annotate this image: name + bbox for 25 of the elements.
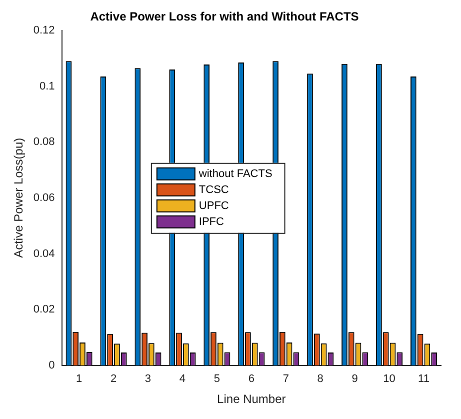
y-tick-label: 0.04	[33, 248, 55, 260]
x-tick-label: 2	[110, 373, 117, 386]
x-tick-label: 1	[76, 373, 82, 386]
y-tick-label: 0	[48, 359, 55, 372]
y-tick-label: 0.12	[33, 24, 55, 36]
x-tick-label: 3	[144, 373, 152, 386]
chart-title: Active Power Loss for with and Without FACTS	[90, 10, 359, 24]
y-tick-label: 0.06	[33, 192, 55, 204]
y-tick-label: 0.1	[40, 80, 55, 92]
y-tick-label: 0.02	[33, 304, 55, 316]
legend-label: TCSC	[198, 184, 229, 196]
x-tick-label: 4	[179, 373, 186, 386]
x-tick-label: 10	[383, 373, 396, 386]
x-tick-label: 8	[317, 373, 324, 386]
x-tick-label: 9	[352, 373, 358, 386]
x-tick-label: 7	[282, 373, 289, 386]
x-tick-label: 5	[214, 373, 220, 386]
y-axis-title: Active Power Loss(pu)	[12, 138, 26, 258]
y-tick-label: 0.08	[33, 136, 55, 148]
legend-label: without FACTS	[198, 168, 272, 180]
legend-label: IPFC	[198, 216, 224, 228]
x-tick-label: 6	[248, 373, 254, 386]
legend-label: UPFC	[198, 200, 229, 212]
x-tick-label: 11	[418, 373, 430, 386]
x-axis-title: Line Number	[217, 392, 286, 406]
